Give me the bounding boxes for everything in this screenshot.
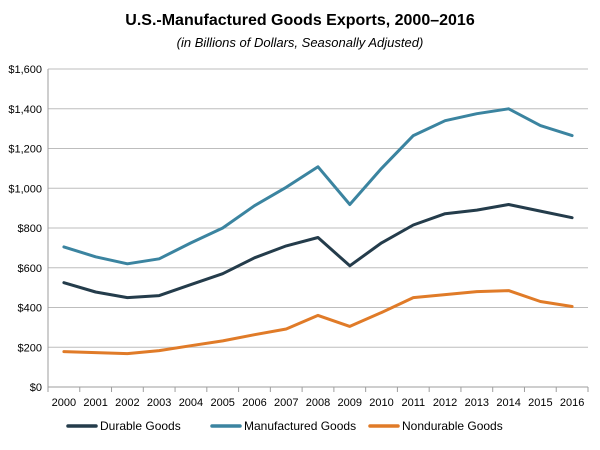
y-tick-label: $1,000 (8, 183, 42, 195)
axes (47, 69, 588, 388)
chart-subtitle: (in Billions of Dollars, Seasonally Adju… (176, 35, 424, 50)
x-tick-label: 2005 (210, 397, 234, 409)
y-tick-label: $600 (18, 263, 42, 275)
x-tick-label: 2003 (147, 397, 171, 409)
x-tick-label: 2013 (465, 397, 489, 409)
x-tick-label: 2012 (433, 397, 457, 409)
x-axis-ticks: 2000 2001 2002 2003 2004 2005 2006 2007 2008 2009… (47, 387, 589, 409)
x-tick-label: 2004 (179, 397, 203, 409)
y-tick-label: $800 (18, 223, 42, 235)
y-tick-label: $400 (18, 303, 42, 315)
x-tick-label: 2010 (369, 397, 393, 409)
y-tick-label: $1,200 (8, 144, 42, 156)
x-tick-label: 2014 (496, 397, 520, 409)
legend: Durable Goods Manufactured Goods Nondurabl… (66, 419, 503, 433)
y-tick-label: $0 (30, 382, 42, 394)
y-tick-label: $1,600 (8, 64, 42, 76)
chart-title: U.S.-Manufactured Goods Exports, 2000–20… (125, 12, 475, 29)
x-tick-label: 2015 (528, 397, 552, 409)
x-tick-label: 2002 (115, 397, 139, 409)
legend-label: Durable Goods (100, 419, 181, 433)
gridlines (48, 68, 588, 348)
x-tick-label: 2000 (52, 397, 76, 409)
x-tick-label: 2009 (338, 397, 362, 409)
legend-label: Nondurable Goods (402, 419, 503, 433)
y-axis-ticks: $0 $200 $400 $600 $800 $1,000 $1,200 $1,400 $1,6… (8, 64, 42, 394)
x-tick-label: 2007 (274, 397, 298, 409)
x-tick-label: 2011 (401, 397, 425, 409)
y-tick-label: $1,400 (8, 104, 42, 116)
x-tick-label: 2008 (306, 397, 330, 409)
y-tick-label: $200 (18, 342, 42, 354)
x-tick-label: 2006 (242, 397, 266, 409)
x-tick-label: 2016 (560, 397, 584, 409)
series-line-durable-goods (62, 203, 574, 300)
legend-label: Manufactured Goods (244, 419, 356, 433)
series-line-nondurable-goods (62, 289, 574, 356)
series-line-manufactured-goods (62, 107, 574, 266)
x-tick-label: 2001 (83, 397, 107, 409)
series-lines (62, 107, 574, 356)
